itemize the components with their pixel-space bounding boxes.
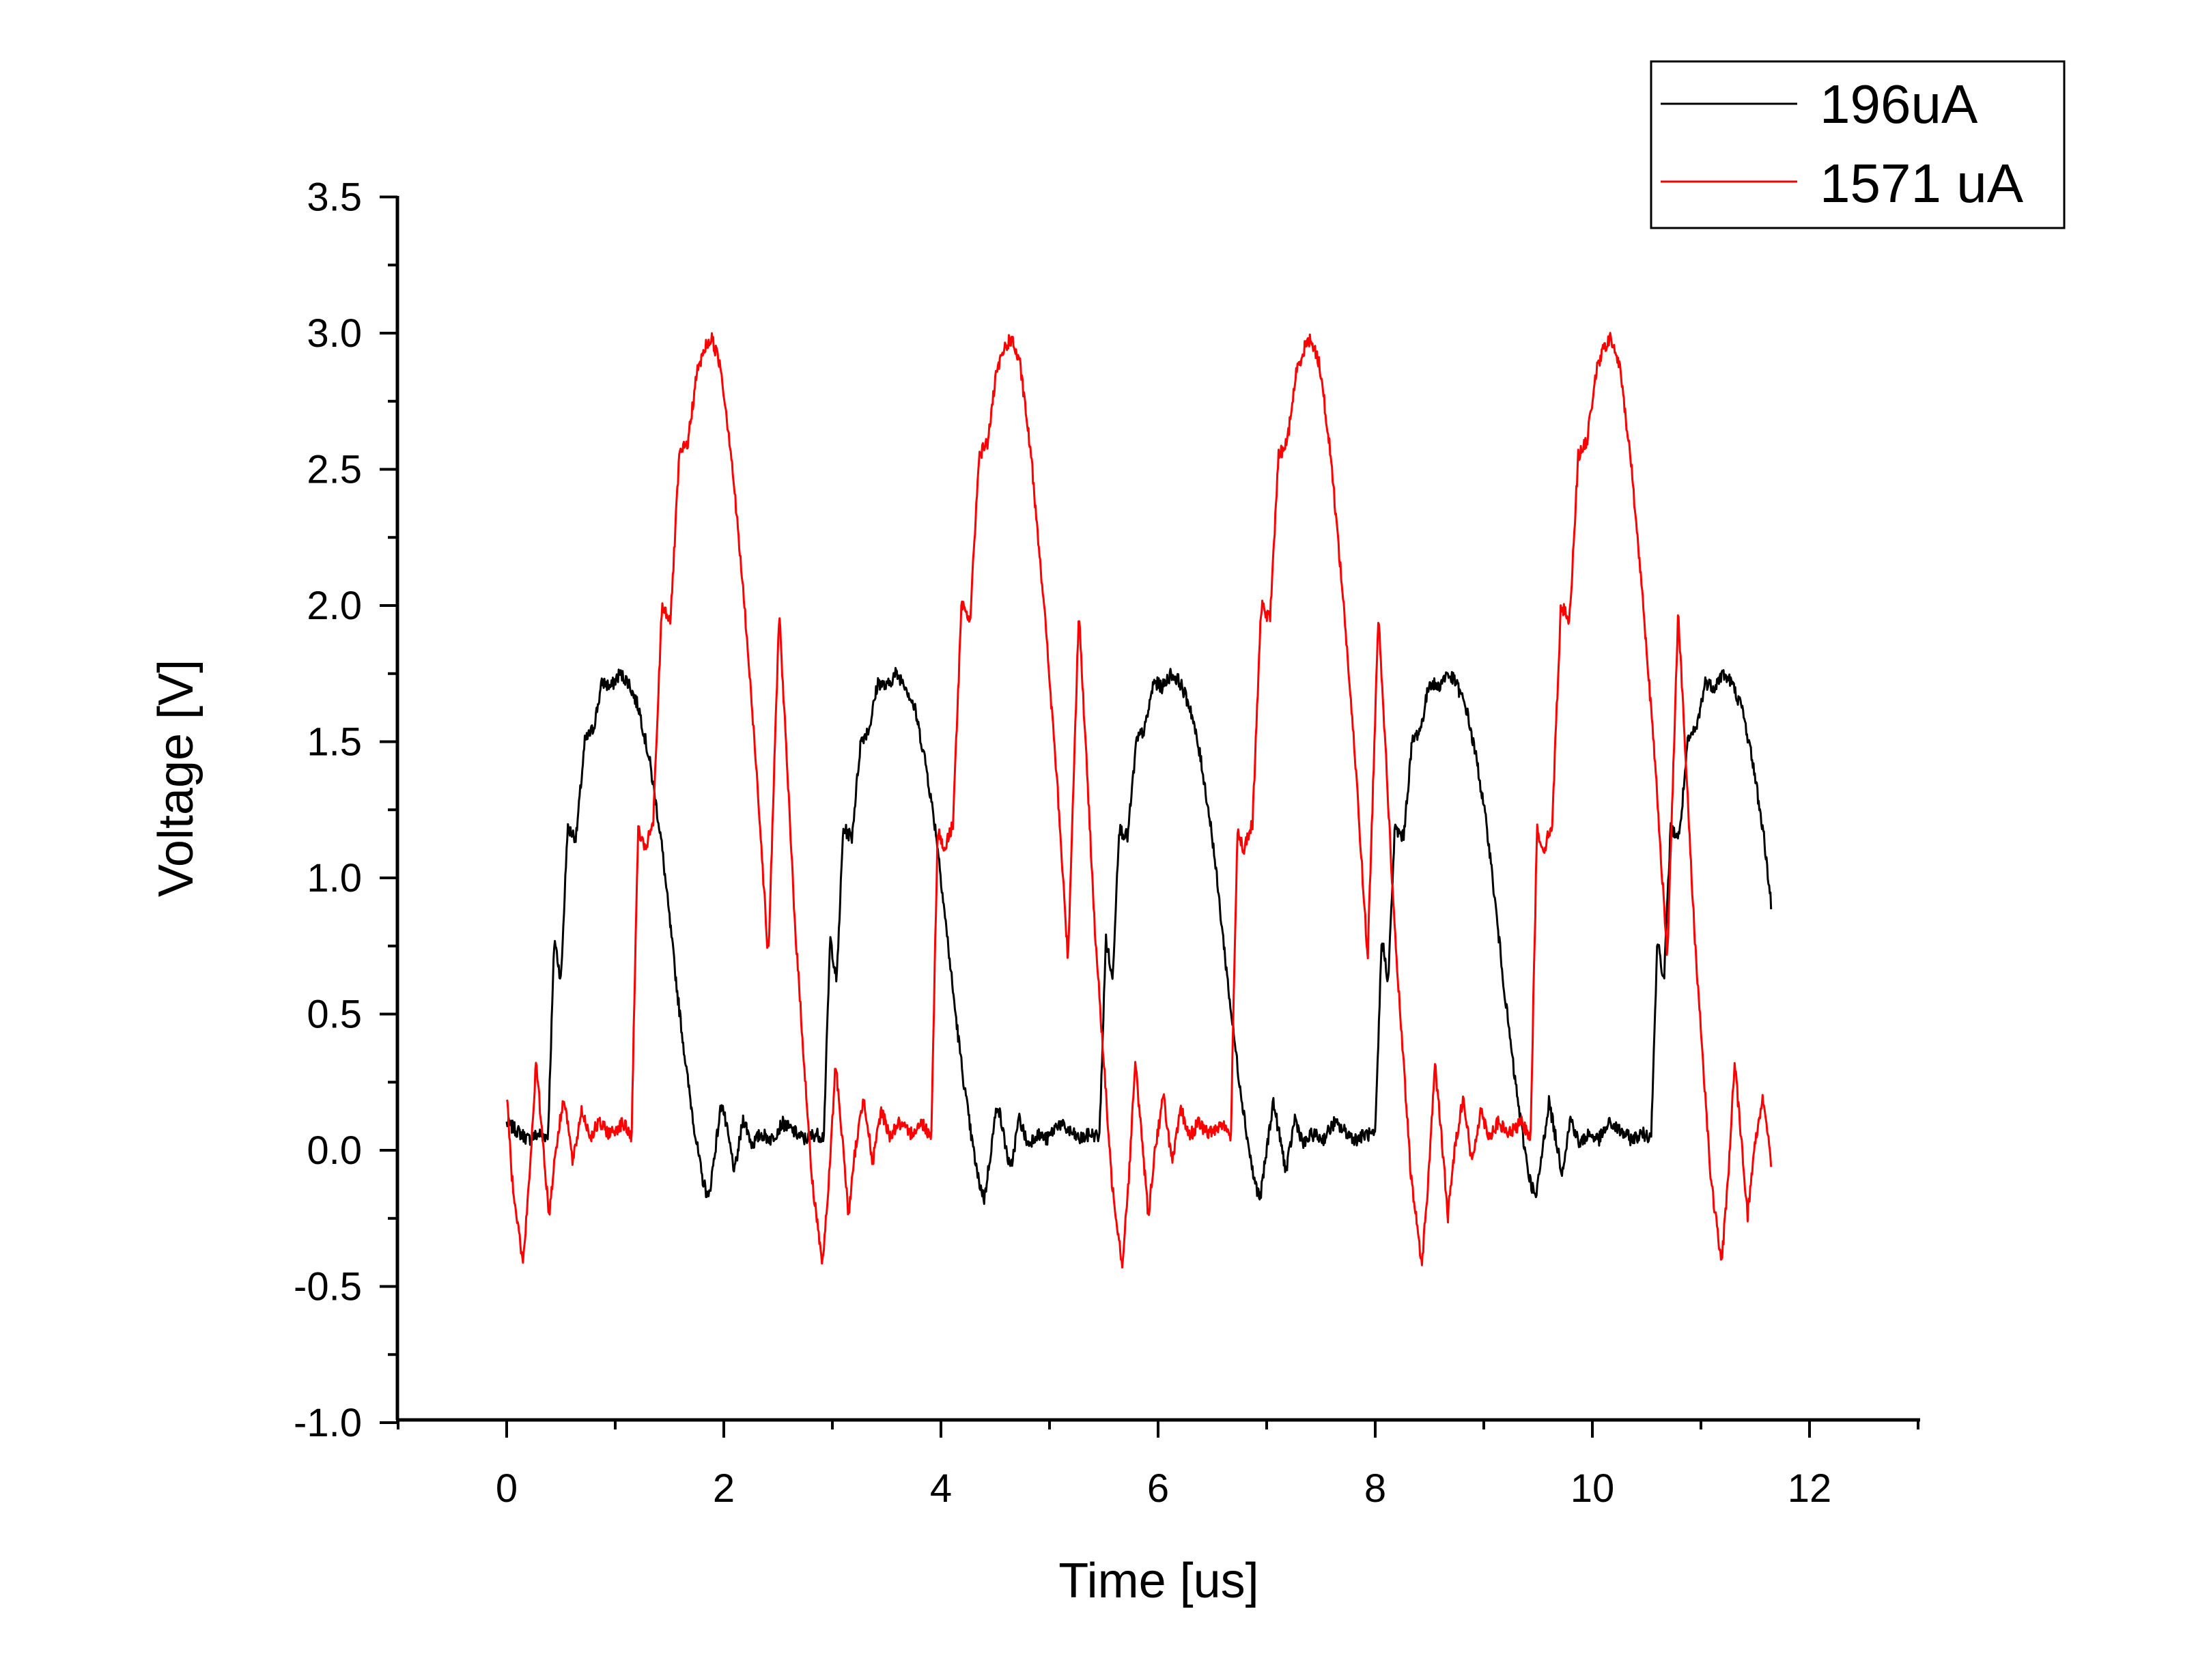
y-tick-label: 2.5 — [307, 448, 362, 492]
legend-label-196uA: 196uA — [1820, 74, 1978, 134]
x-tick-label: 4 — [930, 1466, 952, 1511]
y-ticks: -1.0 -0.5 0.0 0.5 1.0 1.5 2.0 2.5 3.0 3.5 — [294, 175, 397, 1445]
x-tick-label: 6 — [1147, 1466, 1169, 1511]
y-tick-label: 3.0 — [307, 311, 362, 356]
series-line-1 — [505, 332, 1773, 1269]
plot-area: 0 2 4 6 8 10 12 -1.0 -0.5 0.0 0.5 1.0 1.5 2.0 2.5 3.0 3… — [294, 175, 1920, 1511]
legend-label-1571uA: 1571 uA — [1820, 153, 2024, 214]
x-tick-label: 2 — [713, 1466, 735, 1511]
x-ticks: 0 2 4 6 8 10 12 — [397, 1420, 1919, 1511]
legend: 196uA 1571 uA — [1650, 60, 2066, 229]
y-tick-label: -1.0 — [294, 1401, 362, 1445]
y-tick-label: 3.5 — [307, 175, 362, 220]
y-tick-label: 1.5 — [307, 720, 362, 765]
y-tick-label: 1.0 — [307, 856, 362, 900]
x-axis-title: Time [us] — [1058, 1554, 1258, 1608]
x-tick-label: 0 — [496, 1466, 518, 1511]
x-tick-label: 10 — [1571, 1466, 1615, 1511]
series-line-0 — [505, 667, 1773, 1206]
y-tick-label: 2.0 — [307, 584, 362, 628]
y-axis-title: Voltage [V] — [149, 659, 203, 897]
legend-box — [1650, 60, 2066, 229]
x-tick-label: 8 — [1364, 1466, 1386, 1511]
y-tick-label: 0.0 — [307, 1128, 362, 1173]
y-tick-label: 0.5 — [307, 993, 362, 1037]
series-layer — [505, 332, 1773, 1269]
x-tick-label: 12 — [1788, 1466, 1832, 1511]
y-tick-label: -0.5 — [294, 1265, 362, 1309]
